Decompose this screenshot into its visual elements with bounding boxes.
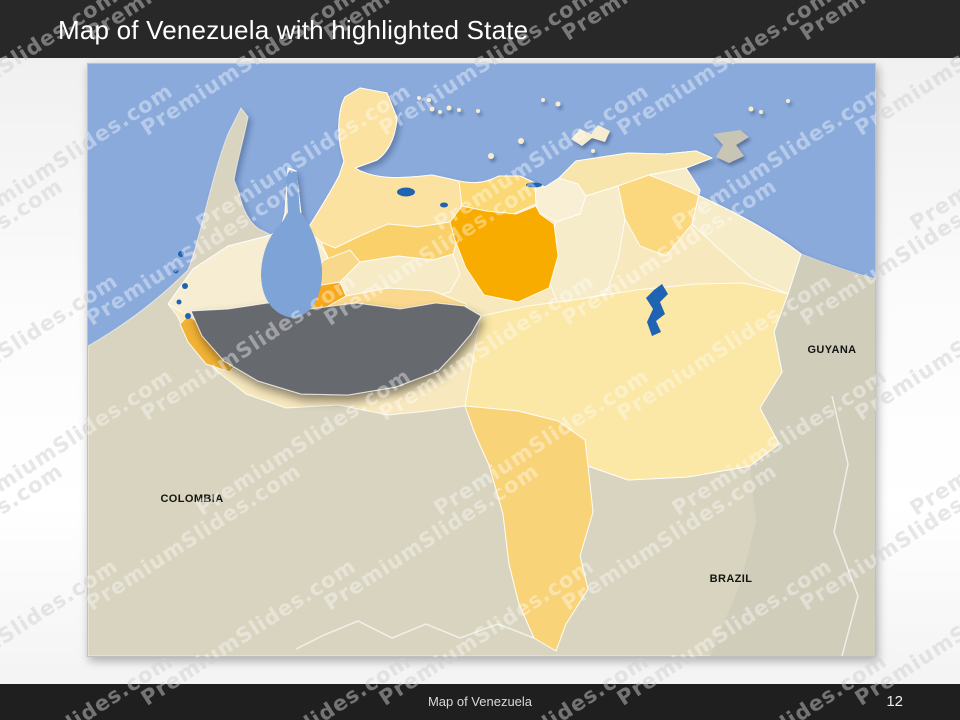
watermark-text: PremiumSlides.com <box>905 363 960 521</box>
watermark-text: PremiumSlides.com <box>0 173 68 331</box>
page-number: 12 <box>886 693 903 710</box>
state-amazonas <box>464 405 594 652</box>
state-guarico <box>449 205 559 303</box>
lake-valencia <box>397 187 415 197</box>
watermark-text: PremiumSlides.com <box>905 78 960 236</box>
state-delta-amacuro <box>648 167 802 295</box>
border-colombia-brazil <box>295 620 535 650</box>
trinidad-island <box>713 130 749 163</box>
state-sucre <box>558 150 713 197</box>
venezuela-map-panel: COLOMBIA GUYANA BRAZIL <box>87 63 876 657</box>
footer-bar: Map of Venezuela 12 <box>0 684 960 720</box>
state-falcon <box>306 87 463 249</box>
footer-title: Map of Venezuela <box>427 694 533 709</box>
margarita-island <box>571 125 610 146</box>
lake-maracaibo <box>261 170 323 318</box>
page-title: Map of Venezuela with highlighted State <box>58 15 529 45</box>
guri-reservoir <box>646 284 668 336</box>
venezuela-map: COLOMBIA GUYANA BRAZIL <box>88 64 875 656</box>
neighbor-land-guyana <box>710 254 875 656</box>
zulia-lagoons <box>173 251 191 319</box>
watermark-text: PremiumSlides.com <box>0 458 68 616</box>
label-guyana: GUYANA <box>807 344 856 356</box>
lakes <box>173 170 668 336</box>
unare-lagoon <box>526 182 542 188</box>
caribbean-islets <box>417 96 790 159</box>
label-colombia: COLOMBIA <box>160 493 223 505</box>
watermark-text: PremiumSlides.com <box>905 363 960 521</box>
watermark-text: PremiumSlides.com <box>905 78 960 236</box>
islands <box>417 96 790 163</box>
title-bar: Map of Venezuela with highlighted State <box>0 0 960 58</box>
watermark-text: PremiumSlides.com <box>0 173 68 331</box>
watermark-text: PremiumSlides.com <box>0 458 68 616</box>
lake-small-central <box>440 202 448 208</box>
border-guyana-brazil <box>831 395 859 656</box>
label-brazil: BRAZIL <box>710 573 753 585</box>
